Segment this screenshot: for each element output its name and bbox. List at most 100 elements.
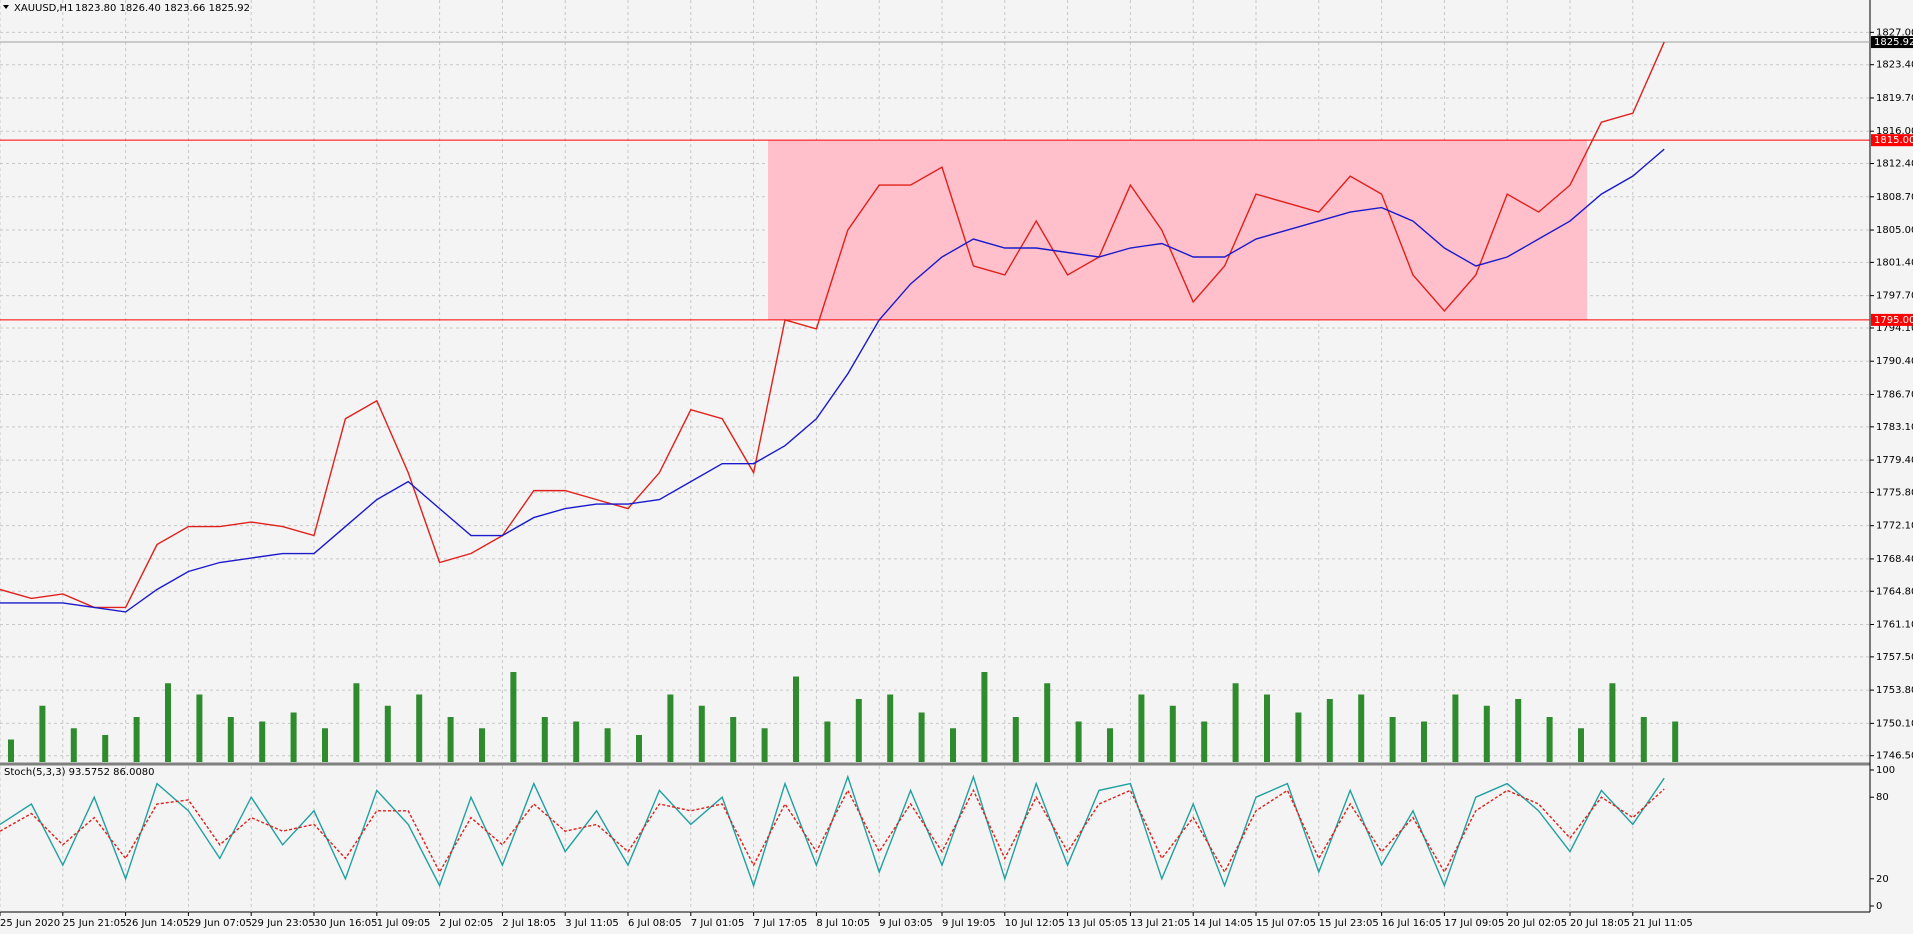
x-tick-label: 20 Jul 02:05 <box>1507 918 1567 929</box>
volume-bar <box>573 721 580 762</box>
volume-bar <box>1044 683 1051 762</box>
x-tick-label: 7 Jul 01:05 <box>691 918 745 929</box>
y-tick-label: 1757.50 <box>1876 652 1913 663</box>
x-tick-label: 1 Jul 09:05 <box>377 918 431 929</box>
y-tick-label: 1779.40 <box>1876 455 1913 466</box>
volume-bar <box>227 717 234 762</box>
level-label: 1815.00 <box>1874 135 1913 146</box>
volume-bar <box>981 672 988 762</box>
y-tick-label: 1819.70 <box>1876 93 1913 104</box>
x-tick-label: 25 Jun 2020 <box>0 918 60 929</box>
y-tick-label: 1753.80 <box>1876 685 1913 696</box>
volume-bar <box>667 694 674 762</box>
collapse-icon[interactable] <box>3 5 9 9</box>
volume-bar <box>1138 694 1145 762</box>
y-tick-label: 1768.40 <box>1876 554 1913 565</box>
y-tick-label: 1786.70 <box>1876 389 1913 400</box>
volume-bar <box>196 694 203 762</box>
x-tick-label: 29 Jun 07:05 <box>188 918 252 929</box>
x-tick-label: 9 Jul 03:05 <box>879 918 933 929</box>
y-tick-label: 1827.00 <box>1876 27 1913 38</box>
x-tick-label: 2 Jul 18:05 <box>502 918 556 929</box>
x-tick-label: 13 Jul 21:05 <box>1130 918 1190 929</box>
volume-bar <box>604 728 611 762</box>
volume-bars <box>8 672 1679 762</box>
y-tick-label: 1823.40 <box>1876 60 1913 71</box>
x-tick-label: 2 Jul 02:05 <box>440 918 494 929</box>
volume-bar <box>1421 721 1427 762</box>
range-rect <box>768 140 1587 320</box>
volume-bar <box>1232 683 1239 762</box>
y-tick-label: 1750.10 <box>1876 718 1913 729</box>
volume-bar <box>636 735 642 762</box>
x-tick-label: 9 Jul 19:05 <box>942 918 996 929</box>
quote: 1823.80 1826.40 1823.66 1825.92 <box>75 3 250 14</box>
x-tick-label: 25 Jun 21:05 <box>63 918 127 929</box>
y-tick-label: 1797.70 <box>1876 291 1913 302</box>
volume-bar <box>479 728 485 762</box>
y-tick-label: 1801.40 <box>1876 257 1913 268</box>
volume-bar <box>447 717 454 762</box>
volume-bar <box>1075 721 1082 762</box>
price-label: 1825.92 <box>1874 37 1913 48</box>
volume-bar <box>165 683 171 762</box>
x-tick-label: 14 Jul 14:05 <box>1193 918 1253 929</box>
volume-bar <box>1358 694 1365 762</box>
volume-bar <box>698 705 705 762</box>
volume-bar <box>1012 717 1019 762</box>
volume-bar <box>133 717 140 762</box>
level-label: 1795.00 <box>1874 315 1913 326</box>
x-tick-label: 17 Jul 09:05 <box>1444 918 1504 929</box>
volume-bar <box>8 739 14 762</box>
y-tick-label: 1783.10 <box>1876 422 1913 433</box>
series-line <box>0 788 1665 874</box>
y-tick-label: 1812.40 <box>1876 159 1913 170</box>
y-tick-label: 20 <box>1876 874 1889 885</box>
volume-bar <box>1578 728 1584 762</box>
volume-bar <box>1546 717 1553 762</box>
y-tick-label: 1746.50 <box>1876 751 1913 762</box>
volume-bar <box>1483 705 1490 762</box>
x-tick-label: 7 Jul 17:05 <box>754 918 808 929</box>
volume-bar <box>1264 694 1270 762</box>
y-tick-label: 1794.10 <box>1876 323 1913 334</box>
volume-bar <box>384 705 391 762</box>
x-tick-label: 20 Jul 18:05 <box>1570 918 1630 929</box>
volume-bar <box>322 728 328 762</box>
level-label-bg <box>1871 313 1913 326</box>
x-tick-label: 21 Jul 11:05 <box>1633 918 1693 929</box>
volume-bar <box>1515 699 1522 762</box>
y-tick-label: 1775.80 <box>1876 487 1913 498</box>
volume-bar <box>918 712 925 762</box>
volume-bar <box>1107 728 1113 762</box>
volume-bar <box>730 717 737 762</box>
y-tick-label: 100 <box>1876 765 1895 776</box>
volume-bar <box>1640 717 1647 762</box>
x-tick-label: 30 Jun 16:05 <box>314 918 378 929</box>
volume-bar <box>416 694 423 762</box>
price-pane <box>0 0 1870 762</box>
y-tick-label: 1790.40 <box>1876 356 1913 367</box>
volume-bar <box>353 683 360 762</box>
x-tick-label: 8 Jul 10:05 <box>816 918 870 929</box>
volume-bar <box>39 705 46 762</box>
x-tick-label: 10 Jul 12:05 <box>1005 918 1065 929</box>
volume-bar <box>1169 705 1176 762</box>
volume-bar <box>1672 721 1679 762</box>
series-line <box>0 41 1665 609</box>
y-tick-label: 1805.00 <box>1876 225 1913 236</box>
y-tick-label: 0 <box>1876 901 1882 912</box>
y-tick-label: 1761.10 <box>1876 620 1913 631</box>
volume-bar <box>1609 683 1616 762</box>
x-tick-label: 26 Jun 14:05 <box>126 918 190 929</box>
x-tick-label: 13 Jul 05:05 <box>1068 918 1128 929</box>
x-tick-label: 3 Jul 11:05 <box>565 918 619 929</box>
volume-bar <box>950 728 956 762</box>
series-line <box>0 774 1665 888</box>
x-tick-label: 16 Jul 16:05 <box>1382 918 1442 929</box>
indicator-title: Stoch(5,3,3) 93.5752 86.0080 <box>4 767 155 778</box>
volume-bar <box>1452 694 1459 762</box>
x-tick-label: 29 Jun 23:05 <box>251 918 315 929</box>
x-tick-label: 6 Jul 08:05 <box>628 918 682 929</box>
